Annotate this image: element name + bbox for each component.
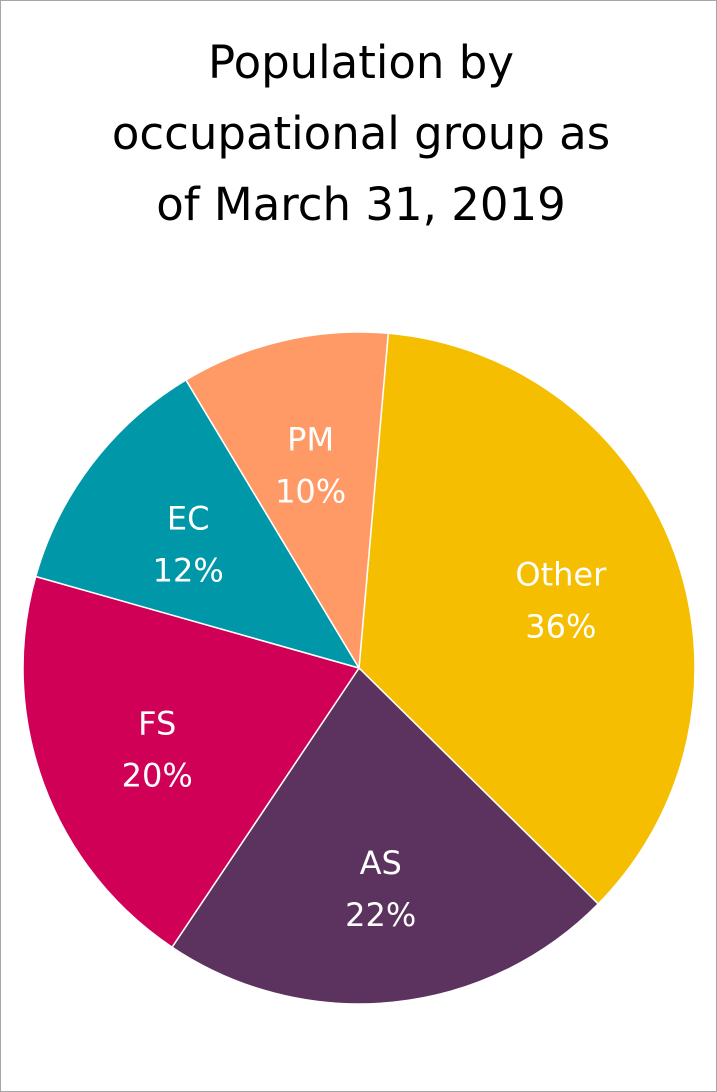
slice-label-other: Other: [515, 556, 607, 594]
chart-title-line-1: Population by: [208, 36, 514, 89]
pie-slice-pm: [184, 331, 390, 671]
pie-slice-ec: [34, 378, 361, 670]
pie-slice-as: [171, 666, 600, 1005]
slice-value-ec: 12%: [153, 551, 224, 589]
pie-slice-fs: [22, 575, 361, 949]
chart-title-line-2: occupational group as: [111, 107, 611, 160]
slice-label-fs: FS: [138, 704, 176, 742]
chart-title: Population by occupational group as of M…: [41, 27, 681, 240]
slice-value-pm: 10%: [275, 472, 346, 510]
pie-slice-other: [358, 332, 696, 905]
slice-label-ec: EC: [167, 499, 210, 537]
slice-value-fs: 20%: [122, 756, 193, 794]
slice-label-pm: PM: [287, 420, 334, 458]
slice-label-as: AS: [360, 844, 402, 882]
chart-title-line-3: of March 31, 2019: [156, 178, 566, 231]
slice-value-other: 36%: [525, 608, 596, 646]
slice-value-as: 22%: [345, 896, 416, 934]
